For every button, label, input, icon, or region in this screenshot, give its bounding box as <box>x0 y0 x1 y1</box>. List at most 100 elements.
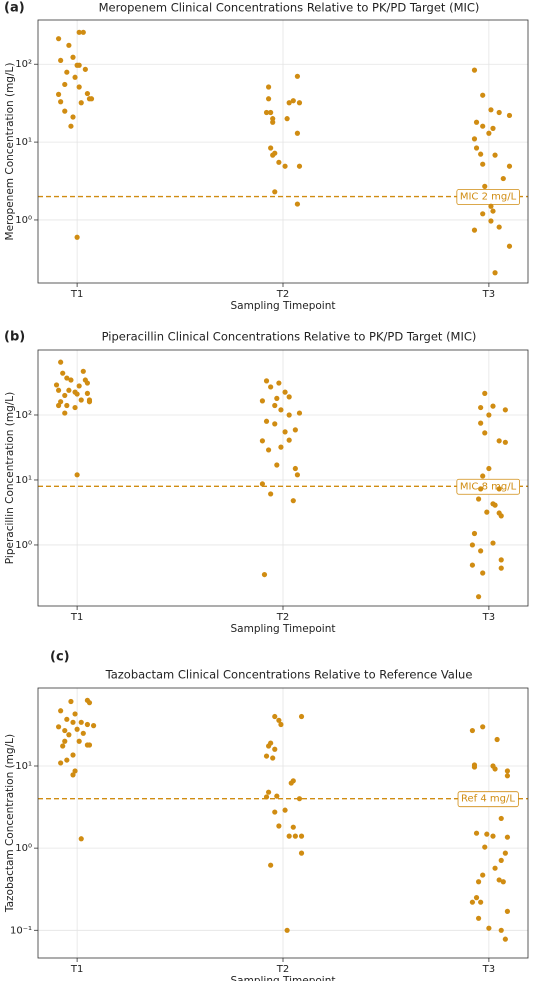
data-point <box>270 152 276 158</box>
data-point <box>482 430 488 436</box>
data-point <box>272 402 278 409</box>
reference-label-text: MIC 2 mg/L <box>460 192 517 203</box>
data-point <box>55 724 62 730</box>
y-axis-label: Meropenem Concentration (mg/L) <box>4 63 16 241</box>
data-point <box>473 145 480 151</box>
data-point <box>296 796 303 802</box>
data-point <box>70 772 76 778</box>
data-point <box>64 402 70 409</box>
data-point <box>492 766 498 772</box>
data-point <box>263 418 270 424</box>
data-point <box>70 752 76 758</box>
data-point <box>496 877 502 883</box>
data-point <box>286 833 292 839</box>
data-point <box>78 719 84 725</box>
data-point <box>84 90 91 97</box>
data-point <box>68 698 74 705</box>
data-point <box>78 836 84 842</box>
data-point <box>478 486 484 492</box>
data-point <box>78 397 84 403</box>
data-point <box>76 383 82 389</box>
data-point <box>278 721 284 728</box>
reference-label: MIC 2 mg/L <box>456 189 520 205</box>
reference-label-text: MIC 8 mg/L <box>460 481 517 492</box>
data-point <box>498 815 504 822</box>
data-point <box>471 227 478 233</box>
data-point <box>265 447 272 453</box>
plot-frame <box>37 687 529 959</box>
data-point <box>480 570 486 576</box>
x-tick-label: T1 <box>70 612 83 623</box>
data-point <box>486 925 492 931</box>
data-point <box>74 391 80 397</box>
data-point <box>504 834 511 840</box>
x-tick-label: T3 <box>482 289 495 300</box>
data-point <box>274 395 280 401</box>
chart-panel: (a) Meropenem Clinical Concentrations Rel… <box>4 1 529 312</box>
data-point <box>292 427 298 433</box>
data-point <box>80 29 86 35</box>
data-point <box>84 721 91 728</box>
data-point <box>86 700 93 706</box>
data-point <box>296 100 303 106</box>
data-point <box>496 438 502 444</box>
data-point <box>480 92 486 98</box>
reference-label-box <box>456 478 520 495</box>
data-point <box>298 713 305 720</box>
data-point <box>498 857 504 863</box>
data-point <box>259 398 266 404</box>
data-point <box>506 243 513 249</box>
data-point <box>506 112 513 119</box>
x-tick-label: T1 <box>70 964 83 975</box>
data-point <box>66 42 72 48</box>
data-point <box>274 462 280 468</box>
data-point <box>66 732 72 738</box>
data-point <box>263 753 270 759</box>
chart-title: Tazobactam Clinical Concentrations Relat… <box>105 668 473 682</box>
x-tick-label: T3 <box>482 612 495 623</box>
data-point <box>296 410 303 416</box>
data-point <box>74 234 80 240</box>
data-point <box>488 218 494 224</box>
data-point <box>502 850 508 856</box>
data-point <box>80 368 86 374</box>
chart-title: Piperacillin Clinical Concentrations Rel… <box>102 330 477 344</box>
data-point <box>500 175 506 182</box>
data-point <box>76 738 82 744</box>
data-point <box>486 412 492 418</box>
data-point <box>290 498 296 504</box>
y-tick-label: 10⁰ <box>15 540 32 551</box>
data-point <box>471 67 478 73</box>
data-point <box>268 740 274 746</box>
data-point <box>478 420 484 426</box>
data-point <box>282 389 288 395</box>
data-point <box>86 399 93 405</box>
data-point <box>478 899 484 905</box>
data-point <box>265 96 272 102</box>
data-point <box>500 879 506 885</box>
data-point <box>486 130 492 136</box>
y-axis-label: Piperacillin Concentration (mg/L) <box>4 392 16 564</box>
data-point <box>290 98 296 104</box>
data-point <box>272 713 278 720</box>
data-point <box>263 378 270 384</box>
data-point <box>498 513 504 519</box>
data-point <box>272 421 278 427</box>
data-point <box>265 84 272 90</box>
data-point <box>498 565 504 571</box>
data-point <box>62 81 68 88</box>
data-point <box>469 562 476 568</box>
data-point <box>482 183 488 189</box>
data-point <box>268 384 274 390</box>
data-point <box>70 54 76 60</box>
data-point <box>480 211 486 217</box>
data-point <box>76 84 82 90</box>
data-point <box>473 119 480 125</box>
data-point <box>294 472 301 478</box>
data-point <box>502 439 508 445</box>
data-point <box>64 757 70 763</box>
data-point <box>294 130 301 136</box>
data-point <box>64 716 70 722</box>
data-point <box>282 163 288 169</box>
